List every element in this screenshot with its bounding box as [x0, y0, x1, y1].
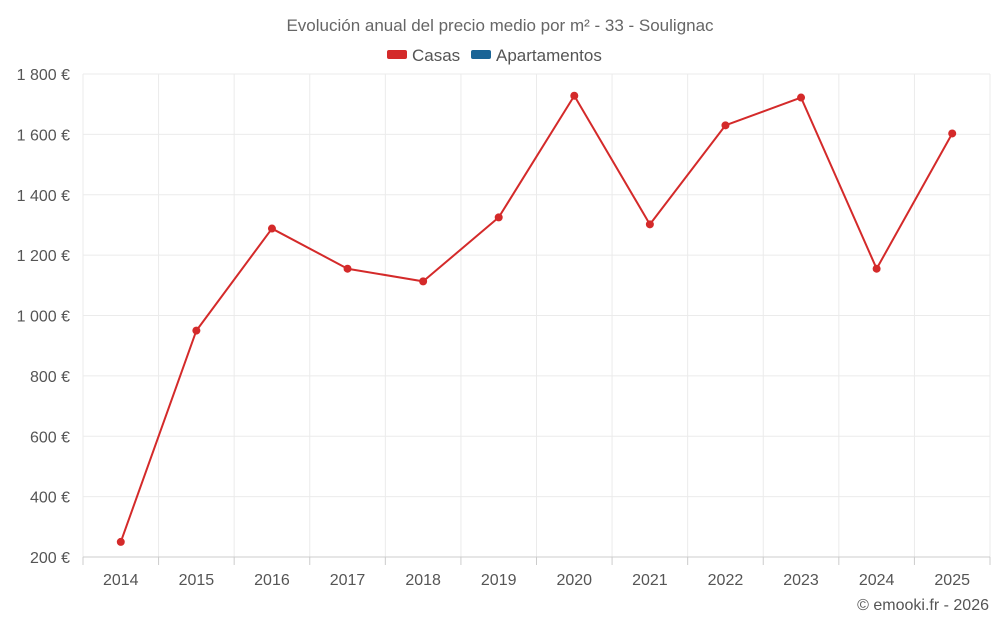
data-point-casas-2016[interactable] [267, 224, 276, 233]
x-tick-label: 2023 [783, 572, 819, 589]
x-tick-label: 2022 [708, 572, 744, 589]
x-tick-label: 2014 [103, 572, 139, 589]
x-tick-label: 2019 [481, 572, 517, 589]
x-tick-label: 2017 [330, 572, 366, 589]
x-tick-label: 2016 [254, 572, 290, 589]
credit-text: © emooki.fr - 2026 [857, 597, 989, 614]
x-axis: 2014 2015 2016 2017 2018 2019 2020 2021 2022 2023… [82, 556, 991, 589]
data-point-casas-2023[interactable] [797, 93, 806, 102]
x-tick-label: 2025 [934, 572, 970, 589]
series [116, 91, 957, 546]
grid [82, 73, 991, 557]
legend-swatch-apartamentos [471, 50, 491, 59]
x-tick-label: 2021 [632, 572, 668, 589]
legend-item-apartamentos[interactable]: Apartamentos [471, 46, 602, 65]
x-tick-label: 2024 [859, 572, 895, 589]
x-tick-label: 2015 [179, 572, 215, 589]
y-axis: 200 € 400 € 600 € 800 € 1 000 € 1 200 € 1 400 … [17, 67, 70, 567]
y-tick-label: 800 € [30, 369, 70, 386]
legend-swatch-casas [387, 50, 407, 59]
data-point-casas-2021[interactable] [645, 220, 654, 229]
data-point-casas-2014[interactable] [116, 537, 125, 546]
data-point-casas-2015[interactable] [192, 326, 201, 335]
y-tick-label: 1 600 € [17, 127, 70, 144]
data-point-casas-2022[interactable] [721, 121, 730, 130]
y-tick-label: 600 € [30, 429, 70, 446]
x-tick-label: 2018 [405, 572, 441, 589]
y-tick-label: 400 € [30, 490, 70, 507]
data-point-casas-2019[interactable] [494, 213, 503, 222]
chart-title: Evolución anual del precio medio por m² … [286, 16, 714, 35]
data-point-casas-2018[interactable] [419, 277, 428, 286]
legend-item-casas[interactable]: Casas [387, 46, 460, 65]
data-point-casas-2017[interactable] [343, 264, 352, 273]
y-tick-label: 1 200 € [17, 248, 70, 265]
y-tick-label: 1 000 € [17, 309, 70, 326]
legend-label-casas: Casas [412, 46, 460, 65]
legend-label-apartamentos: Apartamentos [496, 46, 602, 65]
x-tick-label: 2020 [556, 572, 592, 589]
data-point-casas-2020[interactable] [570, 91, 579, 100]
data-point-casas-2024[interactable] [872, 264, 881, 273]
y-tick-label: 1 800 € [17, 67, 70, 84]
data-point-casas-2025[interactable] [948, 129, 957, 138]
legend: Casas Apartamentos [387, 46, 602, 65]
y-tick-label: 200 € [30, 550, 70, 567]
y-tick-label: 1 400 € [17, 188, 70, 205]
series-line-casas [119, 94, 954, 543]
